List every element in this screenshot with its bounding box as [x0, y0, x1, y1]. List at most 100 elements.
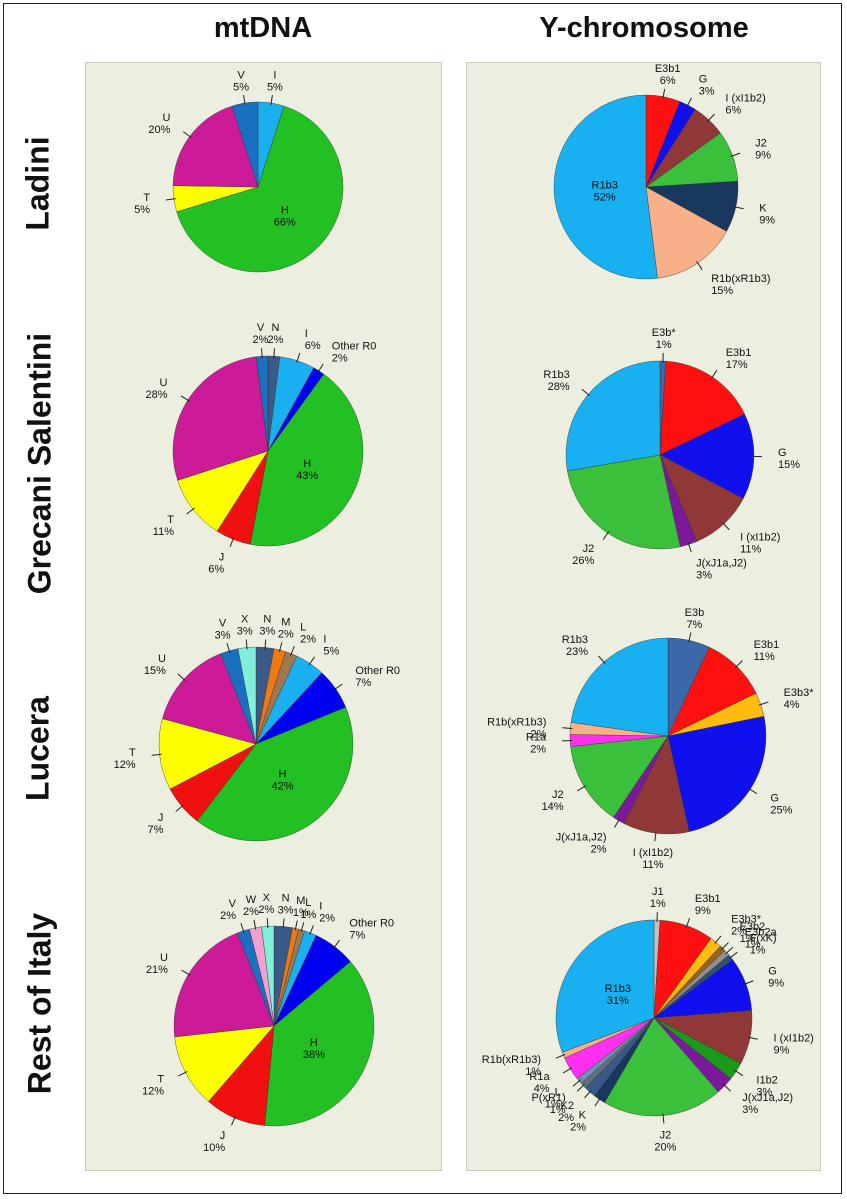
italy-y-label-g: G	[768, 965, 777, 977]
lucera-mtdna-pct-m: 2%	[278, 629, 294, 641]
ladini-mtdna-leader-t	[165, 198, 176, 201]
italy-y-leader-e3b2a	[725, 946, 734, 955]
italy-mtdna-pct-u: 21%	[146, 964, 168, 976]
ladini-mtdna-label-i: I	[273, 69, 276, 81]
italy-mtdna-leader-v	[240, 923, 245, 933]
lucera-mtdna-leader-other-r0	[333, 683, 343, 691]
lucera-mtdna-pct-x: 3%	[237, 626, 253, 638]
italy-y-pct-e3b2a: 1%	[745, 939, 761, 951]
grecani-y-pct-j2: 26%	[572, 555, 594, 567]
lucera-y-leader-g	[748, 787, 758, 795]
lucera-y-pct-e3b1: 11%	[754, 651, 775, 663]
ladini-mtdna-pie: I5%H66%T5%U20%V5%	[134, 69, 344, 273]
ladini-y-label-j2: J2	[755, 138, 767, 150]
italy-y-leader-j-xj1a-j2	[723, 1083, 732, 1092]
italy-y-label-r1b3: R1b3	[605, 983, 631, 995]
lucera-mtdna-label-t: T	[129, 747, 136, 759]
grecani-mtdna-label-j: J	[219, 552, 225, 564]
lucera-mtdna-label-x: X	[241, 614, 249, 626]
ladini-y-label-i-xi1b2: I (xI1b2)	[725, 92, 765, 104]
italy-y-pct-e3b1: 9%	[695, 905, 711, 917]
ladini-y-leader-g	[686, 97, 692, 108]
grecani-mtdna-leader-v	[261, 348, 263, 359]
ladini-y-leader-i-xi1b2	[707, 113, 715, 122]
lucera-mtdna-pct-t: 12%	[114, 759, 136, 771]
ladini-mtdna-label-t: T	[143, 192, 150, 204]
grecani-y-label-j-xj1a-j2: J(xJ1a,J2)	[696, 557, 747, 569]
grecani-y-slice-r1b3	[565, 360, 661, 472]
italy-y-label-k: K	[579, 1109, 587, 1121]
italy-mtdna-label-u: U	[160, 952, 168, 964]
lucera-mtdna-leader-m	[278, 642, 283, 653]
lucera-y-label-r1b3: R1b3	[562, 634, 588, 646]
italy-y-pct-r1b-xr1b3: 1%	[525, 1066, 541, 1078]
italy-mtdna-pct-t: 12%	[142, 1086, 164, 1098]
lucera-mtdna-label-n: N	[263, 614, 271, 626]
grecani-y-leader-r1b3	[581, 388, 590, 397]
italy-y-pct-i-xi1b2: 9%	[774, 1045, 790, 1057]
italy-mtdna-label-x: X	[263, 892, 271, 904]
italy-y-pct-k2: 2%	[558, 1112, 574, 1124]
italy-y-pct-j2: 20%	[654, 1142, 676, 1154]
ladini-mtdna-pct-i: 5%	[267, 81, 283, 93]
grecani-mtdna-label-h: H	[303, 458, 311, 470]
grecani-y-pct-e3b: 1%	[656, 339, 672, 351]
italy-y-pct-r1a: 4%	[534, 1083, 550, 1095]
italy-y-label-e3b3: E3b3*	[731, 914, 762, 926]
italy-y-pct-i1b2: 3%	[756, 1086, 772, 1098]
grecani-mtdna-leader-other-r0	[317, 363, 324, 373]
ladini-y-leader-r1b-xr1b3	[696, 261, 703, 270]
grecani-mtdna-pct-v: 2%	[253, 334, 269, 346]
italy-y-label-p-xr1: P(xR1)	[531, 1092, 565, 1104]
lucera-mtdna-label-m: M	[281, 617, 290, 629]
grecani-y-pct-g: 15%	[778, 459, 800, 471]
grecani-mtdna-label-u: U	[160, 377, 168, 389]
lucera-mtdna-pct-h: 42%	[271, 781, 293, 793]
italy-mtdna-leader-m	[294, 920, 298, 931]
ladini-y-label-g: G	[699, 74, 708, 86]
ladini-mtdna-pct-t: 5%	[134, 204, 150, 216]
ladini-mtdna-leader-v	[243, 95, 246, 106]
italy-mtdna-leader-other-r0	[333, 939, 341, 949]
italy-y-label-k2: K2	[561, 1100, 574, 1112]
lucera-mtdna-leader-j	[175, 804, 184, 812]
grecani-mtdna-pct-h: 43%	[296, 470, 318, 482]
italy-y-label-f-xk: F(xK)	[750, 932, 777, 944]
ladini-y-slice-r1b3	[553, 94, 658, 280]
italy-y-leader-i1b2	[734, 1069, 744, 1077]
lucera-y-pct-j2: 14%	[542, 801, 564, 813]
italy-y-label-e3b2: E3b2	[740, 921, 766, 933]
lucera-y-label-e3b1: E3b1	[754, 639, 780, 651]
lucera-mtdna-leader-t	[151, 753, 162, 756]
ladini-y-pct-i-xi1b2: 6%	[725, 104, 741, 116]
grecani-mtdna-label-i: I	[305, 328, 308, 340]
ladini-mtdna-pct-u: 20%	[148, 124, 170, 136]
italy-y-label-i-xi1b2: I (xI1b2)	[774, 1033, 814, 1045]
italy-y-leader-k2	[584, 1090, 592, 1099]
lucera-y-leader-e3b	[688, 632, 692, 643]
italy-mtdna-label-i: I	[319, 901, 322, 913]
lucera-mtdna-pct-other-r0: 7%	[355, 677, 371, 689]
lucera-mtdna-slice-h	[196, 706, 354, 842]
italy-mtdna-leader-t	[178, 1070, 188, 1077]
ladini-mtdna-leader-i	[270, 95, 273, 106]
italy-y-leader-p-xr1	[576, 1083, 585, 1092]
italy-mtdna-label-n: N	[282, 893, 290, 905]
grecani-y-label-g: G	[778, 447, 787, 459]
grecani-y-leader-i-xi1b2	[722, 522, 730, 531]
lucera-y-pct-r1b-xr1b3: 2%	[530, 729, 546, 741]
italy-y-label-e3b1: E3b1	[695, 893, 721, 905]
grecani-mtdna-pct-j: 6%	[208, 564, 224, 576]
italy-mtdna-pie: N3%M1%L1%I2% Other R07%H38%J10%T12%U21%V2…	[142, 892, 394, 1154]
italy-y-leader-k	[594, 1097, 601, 1107]
grecani-mtdna-pct-t: 11%	[153, 526, 174, 538]
italy-y-label-j-xj1a-j2: J(xJ1a,J2)	[742, 1092, 793, 1104]
italy-y-leader-r1a	[563, 1067, 573, 1074]
lucera-mtdna-pct-l: 2%	[300, 633, 316, 645]
ladini-mtdna-leader-u	[183, 131, 192, 139]
italy-mtdna-pct-x: 2%	[258, 904, 274, 916]
italy-y-leader-g	[743, 980, 754, 985]
italy-mtdna-label-m: M	[296, 895, 305, 907]
italy-mtdna-pct-h: 38%	[303, 1049, 325, 1061]
grecani-mtdna-label-t: T	[167, 514, 174, 526]
